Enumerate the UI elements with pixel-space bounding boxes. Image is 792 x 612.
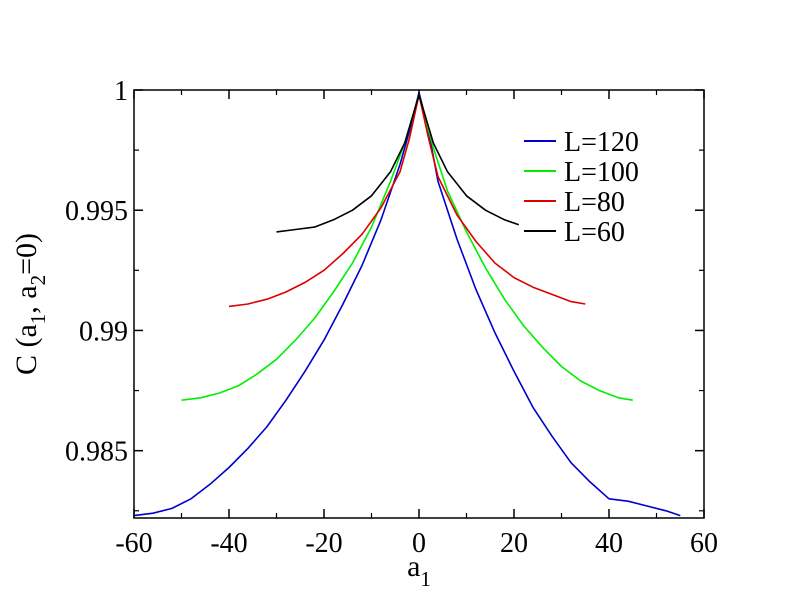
legend-label-3: L=60: [564, 217, 625, 248]
ticks-layer: -60 -40 -20 0 20 40 60 0.985 0.99 0.995 1: [65, 76, 718, 559]
legend-label-1: L=100: [564, 157, 639, 188]
legend-label-0: L=120: [564, 127, 639, 158]
x-tick-label: -40: [210, 528, 247, 559]
y-tick-label: 0.99: [79, 316, 128, 347]
x-tick-label: 40: [595, 528, 623, 559]
legend-label-2: L=80: [564, 187, 625, 218]
x-tick-label: 20: [500, 528, 528, 559]
y-tick-label: 0.985: [65, 437, 128, 468]
x-tick-label: -20: [305, 528, 342, 559]
series-layer: [133, 91, 681, 517]
x-tick-label: 0: [412, 528, 426, 559]
x-axis-title: a1: [407, 550, 431, 591]
series-line-3: [276, 94, 520, 233]
y-axis-title: C (a1, a2=0): [10, 233, 50, 375]
y-tick-label: 1: [114, 76, 128, 107]
y-tick-label: 0.995: [65, 196, 128, 227]
x-tick-label: 60: [690, 528, 718, 559]
x-tick-label: -60: [115, 528, 152, 559]
series-line-2: [228, 94, 586, 308]
